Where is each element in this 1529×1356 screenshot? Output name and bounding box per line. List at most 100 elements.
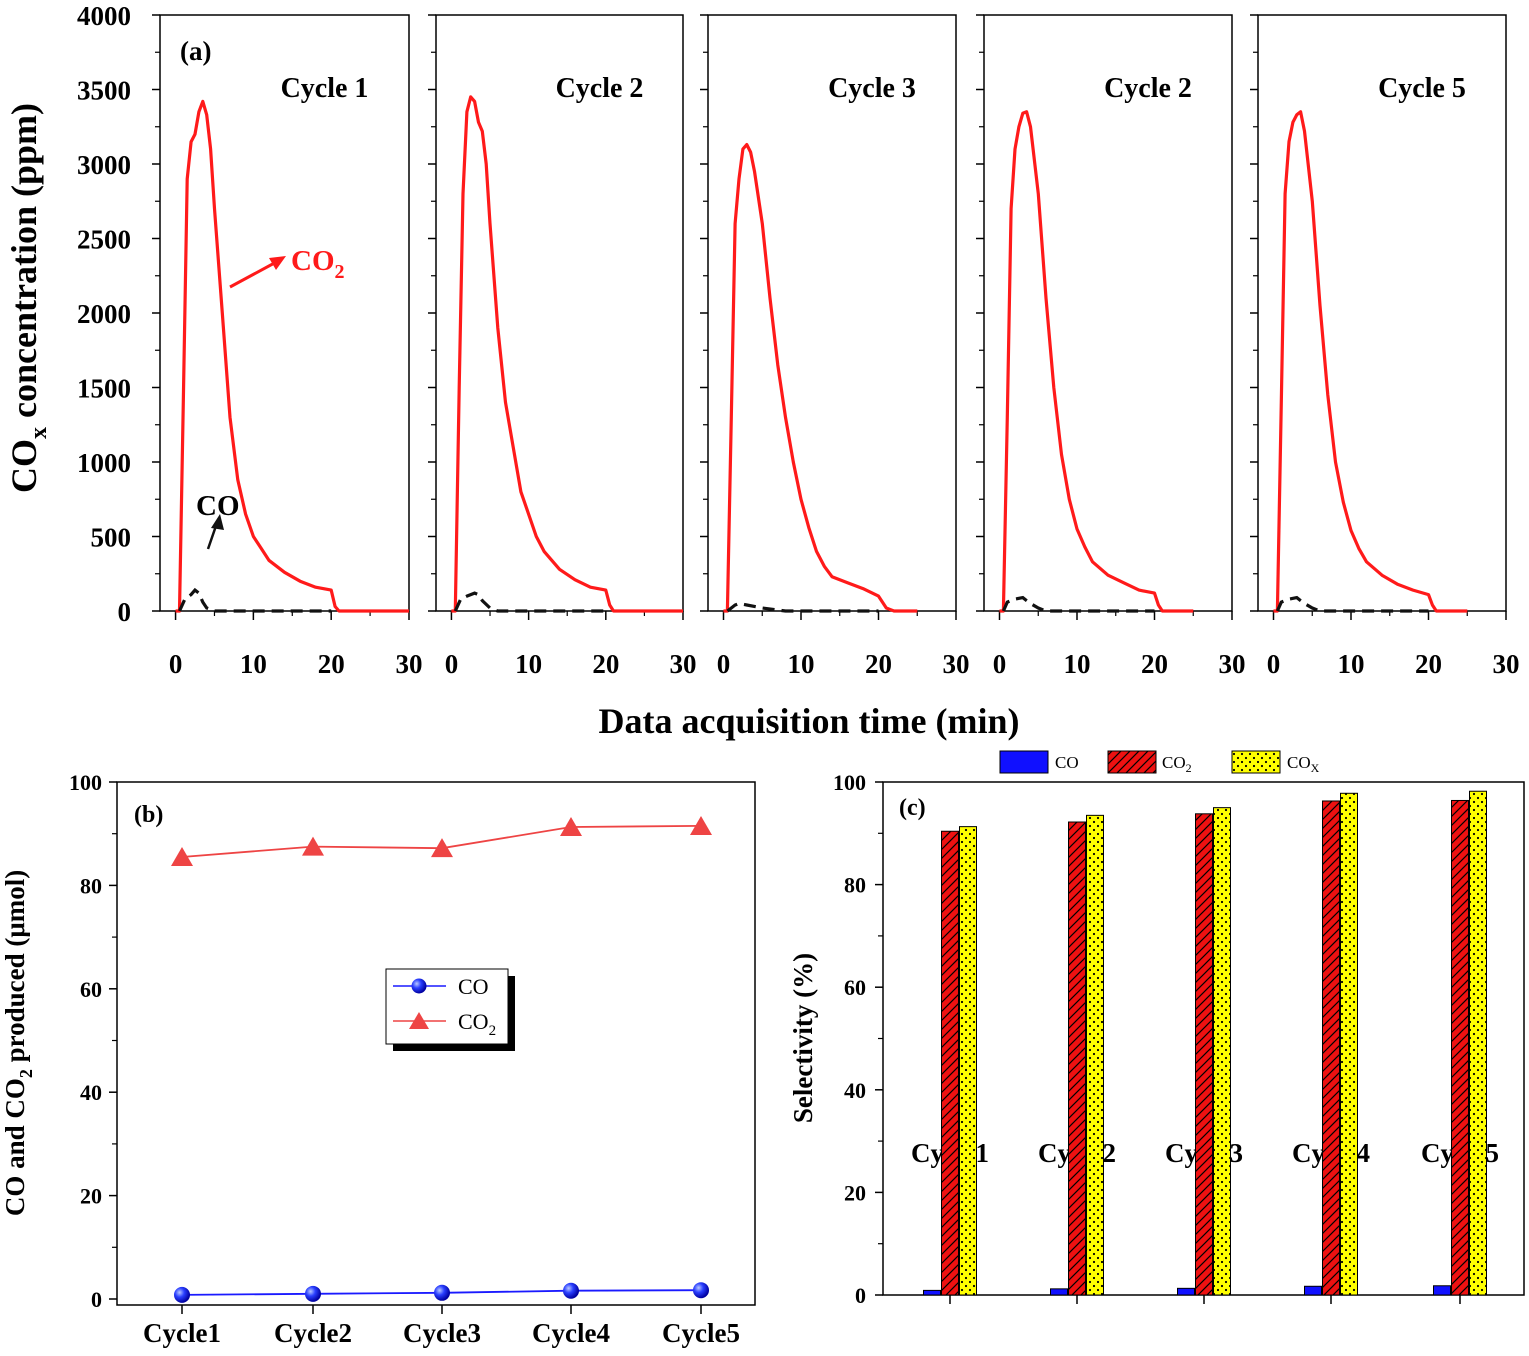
co-series-line bbox=[453, 591, 606, 613]
co2-series-line bbox=[723, 143, 918, 613]
co-point bbox=[174, 1286, 190, 1303]
cycle-subplot: 0 10 20 30 Cycle 2 bbox=[976, 14, 1246, 679]
cox-bar bbox=[1469, 790, 1487, 1296]
co-series-line bbox=[178, 587, 332, 613]
x-tick-label: 0 bbox=[169, 649, 183, 679]
co2-bar bbox=[1068, 821, 1086, 1296]
co-arrowhead bbox=[211, 514, 224, 530]
cycle-subplot: 0 10 20 30 Cycle 3 bbox=[700, 14, 970, 679]
x-tick-label: Cycle2 bbox=[274, 1318, 352, 1348]
co-series-line bbox=[726, 601, 879, 613]
cycle-subplot: 0 10 20 30 Cycle 5 bbox=[1250, 14, 1520, 679]
y-tick-label: 80 bbox=[844, 873, 866, 898]
co-bar bbox=[923, 1289, 941, 1296]
x-tick-label: 20 bbox=[318, 649, 345, 679]
panel-a-ytick-label: 2500 bbox=[77, 225, 131, 255]
cycle-subplot: 0 10 20 30 Cycle 1 bbox=[152, 14, 423, 679]
panel-a-ytick-label: 500 bbox=[91, 523, 132, 553]
legend-cox-swatch bbox=[1231, 750, 1281, 774]
y-tick-label: 60 bbox=[80, 977, 102, 1002]
x-tick-label: 0 bbox=[717, 649, 731, 679]
panel-a-subplots: 0 10 20 30 Cycle 1 0 10 20 30 Cycle 2 0 10 20 30 Cycle… bbox=[152, 14, 1520, 679]
panel-a-y-axis: 0 500 1000 1500 2000 2500 3000 3500 4000 bbox=[77, 1, 131, 627]
cycle-title: Cycle 1 bbox=[281, 73, 369, 104]
legend-co-swatch bbox=[999, 750, 1049, 774]
panel-a-ytick-label: 0 bbox=[118, 597, 132, 627]
y-tick-label: 60 bbox=[844, 975, 866, 1000]
x-tick-label: Cycle1 bbox=[143, 1318, 221, 1348]
y-tick-label: 0 bbox=[855, 1283, 866, 1308]
legend-co2-marker bbox=[409, 1012, 429, 1029]
x-tick-label: Cycle5 bbox=[662, 1318, 740, 1348]
x-tick-label: 10 bbox=[240, 649, 267, 679]
co2-bar bbox=[1195, 813, 1213, 1296]
x-tick-label: 10 bbox=[788, 649, 815, 679]
panel-a-ytick-label: 4000 bbox=[77, 1, 131, 31]
x-tick-label: 20 bbox=[865, 649, 892, 679]
cox-bar bbox=[959, 826, 977, 1296]
panel-b-axes: 0 20 40 60 80 100 Cycle1 Cycle2 Cycle3 Cycle4 Cycl… bbox=[69, 770, 740, 1348]
co-bar bbox=[1177, 1287, 1195, 1296]
subplot-frame bbox=[983, 14, 1233, 612]
co2-series-line bbox=[175, 99, 409, 613]
legend-cox-label: COX bbox=[1287, 753, 1320, 775]
x-tick-label: 30 bbox=[396, 649, 423, 679]
y-tick-label: 20 bbox=[80, 1184, 102, 1209]
panel-a-ytick-label: 3500 bbox=[77, 76, 131, 106]
y-tick-label: 40 bbox=[844, 1078, 866, 1103]
co-point bbox=[434, 1284, 450, 1301]
y-tick-label: 80 bbox=[80, 873, 102, 898]
panel-a-ytick-label: 3000 bbox=[77, 150, 131, 180]
co2-bar bbox=[1451, 799, 1469, 1296]
co2-annotation-text: CO2 bbox=[291, 245, 345, 283]
co-point bbox=[693, 1282, 709, 1299]
x-tick-label: 10 bbox=[1064, 649, 1091, 679]
co2-point bbox=[560, 816, 582, 836]
x-tick-label: 20 bbox=[1141, 649, 1168, 679]
x-tick-label: 0 bbox=[1267, 649, 1281, 679]
panel-c-ylabel: Selectivity (%) bbox=[788, 953, 818, 1123]
panel-b-label: (b) bbox=[134, 802, 163, 828]
x-tick-label: 10 bbox=[515, 649, 542, 679]
panel-a-label: (a) bbox=[180, 36, 211, 66]
legend-co2-swatch bbox=[1107, 750, 1157, 774]
subplot-frame bbox=[435, 14, 684, 612]
co2-arrow bbox=[229, 258, 281, 289]
panel-a: (a) COx concentration (ppm) 0 500 10 0 0 1500… bbox=[4, 1, 1520, 741]
y-tick-label: 20 bbox=[844, 1180, 866, 1205]
cox-bar bbox=[1086, 814, 1104, 1296]
panel-a-ylabel: COx concentration (ppm) bbox=[4, 103, 52, 493]
cox-bar bbox=[1213, 807, 1231, 1296]
cycle-subplot: 0 10 20 30 Cycle 2 bbox=[428, 14, 697, 679]
co-bar bbox=[1304, 1285, 1322, 1296]
co2-bar bbox=[941, 830, 959, 1296]
x-tick-label: 30 bbox=[943, 649, 970, 679]
x-tick-label: 30 bbox=[1493, 649, 1520, 679]
legend-co-label: CO bbox=[1055, 753, 1079, 772]
y-tick-label: 0 bbox=[91, 1287, 102, 1312]
panel-b-legend: CO CO2 bbox=[385, 968, 515, 1051]
panel-b-ylabel: CO and CO2 produced (μmol) bbox=[0, 870, 36, 1216]
co-series-line bbox=[1001, 595, 1155, 613]
co2-arrowhead bbox=[269, 256, 286, 270]
panel-a-ytick-label: 2000 bbox=[77, 299, 131, 329]
panel-c-label: (c) bbox=[899, 795, 926, 821]
co-bar bbox=[1050, 1288, 1068, 1296]
co-point bbox=[563, 1282, 579, 1299]
legend-co-marker bbox=[411, 978, 427, 994]
cox-bar bbox=[1340, 792, 1358, 1296]
co2-annotation: CO2 bbox=[229, 245, 345, 289]
x-tick-label: 0 bbox=[993, 649, 1007, 679]
panel-a-ytick-label: 1500 bbox=[77, 374, 131, 404]
co-series-line bbox=[1275, 595, 1429, 613]
cycle-title: Cycle 5 bbox=[1378, 73, 1466, 104]
co2-bar bbox=[1322, 800, 1340, 1296]
co-annotation-text: CO bbox=[196, 490, 240, 522]
co2-series-line bbox=[451, 95, 683, 613]
co2-point bbox=[431, 838, 453, 858]
legend-co2-label: CO2 bbox=[1162, 753, 1192, 775]
legend-co-label: CO bbox=[458, 974, 489, 999]
panel-c-legend: CO CO2 COX bbox=[999, 750, 1320, 775]
legend-box bbox=[385, 968, 509, 1045]
